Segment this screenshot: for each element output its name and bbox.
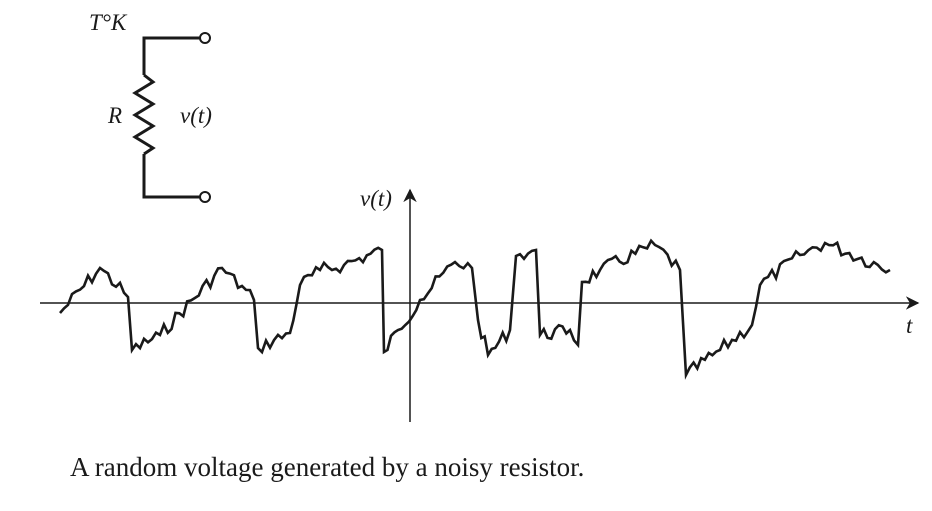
top-lead-wire bbox=[142, 36, 200, 75]
top-terminal bbox=[199, 32, 211, 44]
resistor-label: R bbox=[107, 103, 122, 128]
noise-voltage-trace bbox=[59, 238, 891, 380]
y-axis-label: v(t) bbox=[360, 186, 392, 211]
figure-caption: A random voltage generated by a noisy re… bbox=[70, 452, 585, 482]
x-axis-label: t bbox=[906, 313, 913, 338]
resistor-circuit: T°K R v(t) bbox=[89, 10, 212, 203]
resistor-zigzag bbox=[132, 73, 156, 156]
bottom-lead-wire bbox=[142, 154, 200, 199]
bottom-terminal bbox=[199, 191, 211, 203]
plot-axes: v(t) t bbox=[40, 186, 920, 422]
temperature-label: T°K bbox=[89, 10, 128, 35]
terminal-voltage-label: v(t) bbox=[180, 103, 212, 128]
